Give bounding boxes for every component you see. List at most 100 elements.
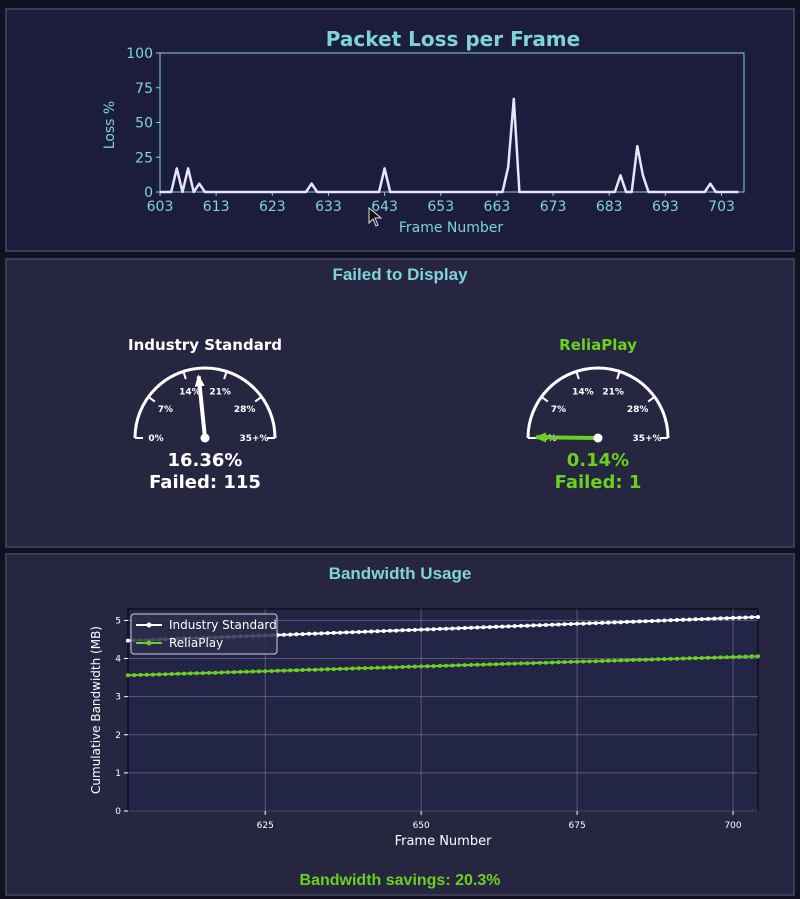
industry-data-point [400, 628, 405, 633]
industry-data-point [325, 631, 330, 636]
reliaplay-data-point [456, 663, 461, 668]
industry-data-point [525, 623, 530, 628]
reliaplay-data-point [350, 666, 355, 671]
reliaplay-data-point [175, 671, 180, 676]
reliaplay-data-point [363, 666, 367, 671]
reliaplay-data-point [444, 663, 449, 668]
gauge-needle [196, 376, 207, 439]
industry-data-point [531, 623, 536, 628]
industry-data-point [344, 630, 349, 635]
bandwidth-x-label: Frame Number [395, 834, 493, 849]
industry-data-point [419, 627, 424, 632]
x-tick-label: 643 [371, 199, 398, 215]
gauge-scale-label: 7% [158, 405, 173, 415]
reliaplay-data-point [519, 661, 523, 666]
industry-data-point [437, 626, 442, 631]
reliaplay-data-point [706, 655, 711, 660]
gauge-tick [182, 371, 187, 380]
bandwidth-savings: Bandwidth savings: 20.3% [299, 872, 501, 889]
x-tick-label: 613 [203, 199, 230, 215]
reliaplay-data-point [313, 667, 318, 672]
bandwidth-panel: Bandwidth Usage 0 1 2 3 4 5 625 650 675 700 Indus… [5, 553, 795, 896]
industry-data-point [600, 620, 605, 625]
reliaplay-data-point [319, 667, 324, 672]
reliaplay-data-point [300, 668, 305, 672]
reliaplay-data-point [500, 662, 505, 666]
bandwidth-legend: Industry Standard ReliaPlay [130, 613, 278, 655]
industry-data-point [637, 619, 642, 624]
x-tick-label: 693 [652, 199, 679, 215]
reliaplay-data-point [531, 661, 536, 666]
reliaplay-data-point [381, 665, 386, 670]
reliaplay-data-point [269, 669, 274, 673]
gauge-tick [540, 396, 549, 403]
reliaplay-data-point [431, 664, 436, 669]
reliaplay-data-point [163, 672, 168, 677]
gauge-needle [535, 435, 599, 440]
industry-data-point [537, 623, 542, 628]
gauge-tick [147, 396, 156, 403]
reliaplay-data-point [437, 663, 442, 668]
industry-data-point [375, 629, 380, 634]
y-tick-label: 1 [115, 769, 121, 779]
reliaplay-data-point [394, 665, 399, 670]
reliaplay-data-point [643, 657, 648, 662]
reliaplay-data-point [699, 656, 704, 660]
industry-data-point [294, 632, 299, 637]
reliaplay-data-point [207, 670, 212, 675]
reliaplay-data-point [244, 669, 249, 674]
gauge-scale-label: 7% [551, 405, 566, 415]
reliaplay-data-point [637, 657, 642, 662]
industry-data-point [494, 624, 498, 629]
reliaplay-data-point [731, 655, 735, 659]
x-tick-label: 603 [147, 199, 174, 215]
reliaplay-data-point [157, 672, 162, 677]
industry-data-point [550, 622, 555, 627]
reliaplay-data-point [575, 659, 580, 664]
y-tick-label: 100 [126, 46, 153, 62]
industry-data-point [668, 618, 673, 623]
reliaplay-data-point [562, 660, 567, 665]
industry-data-point [331, 630, 336, 635]
industry-data-point [681, 617, 686, 622]
gauge-tick [223, 371, 228, 380]
reliaplay-data-point [481, 662, 486, 667]
packet-loss-y-label: Loss % [102, 101, 118, 149]
reliaplay-data-point [650, 657, 654, 662]
industry-data-point [338, 630, 343, 635]
industry-data-point [743, 615, 748, 620]
reliaplay-data-point [419, 664, 424, 669]
x-tick-label: 663 [484, 199, 511, 215]
industry-data-point [674, 618, 679, 622]
gauge-scale-label: 28% [627, 405, 649, 415]
reliaplay-data-point [662, 657, 667, 662]
packet-loss-x-axis: 603 613 623 633 643 653 663 673 683 693 703 [147, 192, 735, 215]
industry-data-point [475, 625, 480, 630]
industry-data-point [662, 618, 667, 623]
industry-data-point [606, 620, 611, 625]
reliaplay-data-point [494, 662, 498, 667]
reliaplay-data-point [400, 665, 405, 669]
bandwidth-axes: 0 1 2 3 4 5 625 650 675 700 [115, 616, 742, 831]
industry-data-point [412, 627, 417, 632]
industry-data-point [718, 616, 723, 621]
industry-data-point [288, 632, 293, 637]
gauge-tick [254, 396, 263, 403]
y-tick-label: 75 [135, 81, 153, 97]
industry-gauge-value: 16.36% [167, 450, 243, 471]
reliaplay-data-point [450, 663, 455, 668]
reliaplay-data-point [712, 655, 717, 660]
gauge-tick [575, 371, 580, 380]
reliaplay-data-point [263, 669, 268, 674]
reliaplay-data-point [281, 668, 286, 673]
reliaplay-data-point [169, 672, 174, 676]
packet-loss-series-line [160, 97, 739, 194]
industry-data-point [425, 627, 430, 632]
reliaplay-data-point [631, 658, 636, 662]
industry-data-point [562, 622, 567, 627]
industry-data-point [456, 626, 461, 631]
reliaplay-data-point [375, 665, 380, 670]
industry-data-point [568, 622, 573, 626]
industry-data-point [394, 628, 399, 633]
reliaplay-data-point [537, 660, 542, 665]
